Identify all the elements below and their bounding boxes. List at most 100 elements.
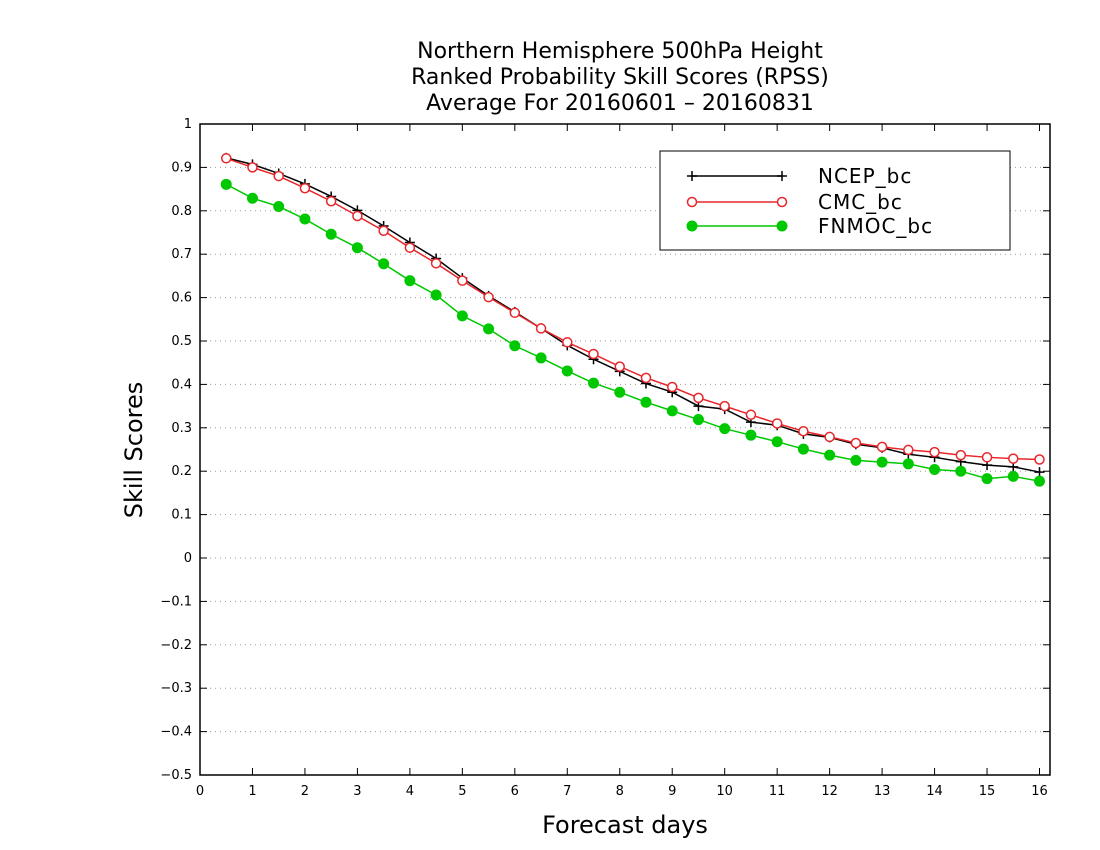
data-point [561,365,573,377]
title-line-2: Ranked Probability Skill Scores (RPSS) [411,65,829,90]
legend-marker [776,220,788,232]
data-point [666,405,678,417]
data-point [483,291,494,303]
data-point [824,431,835,443]
data-point [1034,454,1045,465]
data-point [430,258,442,269]
data-point [273,200,285,212]
legend-marker [687,171,697,181]
legend-box [659,150,1011,251]
legend-marker [686,220,698,232]
legend-label: FNMOC_bc [818,214,933,238]
plot-frame [199,123,1051,776]
x-tick-label: 14 [926,784,943,799]
legend-marker [777,171,787,181]
data-point [614,361,626,372]
x-tick-label: 9 [668,784,676,799]
data-point [929,463,941,475]
x-tick-label: 16 [1031,784,1048,799]
title-line-3: Average For 20160601 – 20160831 [426,91,814,116]
data-point [456,310,468,322]
y-tick-label: −0.2 [160,638,192,653]
data-point [719,400,730,412]
data-point [955,465,967,477]
y-tick-label: 0.7 [171,247,192,262]
data-point [457,275,468,286]
data-point [247,162,258,173]
x-tick-label: 8 [616,784,624,799]
legend-label: NCEP_bc [818,164,912,188]
x-tick-label: 13 [874,784,891,799]
data-point [588,377,600,389]
data-point [719,423,731,435]
y-tick-label: 0.3 [171,421,192,436]
x-tick-label: 10 [716,784,733,799]
series-cmc-bc [220,153,1045,465]
data-point [876,456,888,468]
x-tick-label: 2 [301,784,309,799]
x-tick-label: 12 [821,784,838,799]
data-point [955,449,967,461]
x-tick-label: 1 [248,784,256,799]
data-point [588,348,599,360]
data-point [614,386,626,398]
data-point [378,258,390,270]
data-point [1034,475,1046,487]
legend-label: CMC_bc [818,190,903,214]
data-point [745,409,757,421]
data-point [1008,453,1019,464]
data-point [824,449,836,461]
data-point [404,275,416,287]
legend-marker [686,196,698,208]
x-axis-ticks: 0 1 2 3 4 5 6 7 8 9 10 11 12 13 14 15 16 [196,124,1048,799]
y-axis-ticks: −0.5 −0.4 −0.3 −0.2 −0.1 0 0.1 0.2 0.3 0.4 0.5 0.6 0… [160,117,1050,783]
x-tick-label: 0 [196,784,204,799]
data-point [640,372,652,384]
title-line-1: Northern Hemisphere 500hPa Height [417,39,823,64]
chart-title: Northern Hemisphere 500hPa Height Ranked… [411,39,829,116]
y-tick-label: 1 [184,117,192,132]
data-point [273,170,284,182]
x-tick-label: 4 [406,784,414,799]
data-point [693,392,704,404]
data-point [981,452,993,463]
data-point [903,444,914,456]
data-point [876,441,888,453]
data-point [325,228,337,240]
series-layer [220,152,1046,487]
data-point [745,429,757,441]
data-point [929,446,940,458]
y-tick-label: −0.3 [160,681,192,696]
data-point [246,192,258,204]
data-point [902,458,914,470]
series-fnmoc-bc [220,178,1046,487]
y-tick-label: 0.5 [171,334,192,349]
data-point [771,436,783,448]
data-point [430,289,442,301]
data-point [692,414,704,426]
x-tick-label: 11 [769,784,786,799]
data-point [797,443,809,455]
data-point [220,153,232,164]
y-tick-label: 0.1 [171,508,192,523]
y-tick-label: 0.2 [171,464,192,479]
data-point [404,242,416,253]
x-tick-label: 15 [979,784,996,799]
data-point [509,307,521,319]
data-point [351,242,363,254]
data-point [509,340,521,352]
y-tick-label: 0.8 [171,204,192,219]
data-point [352,210,363,222]
legend-entry: CMC_bc [686,190,903,214]
data-point [1034,467,1045,478]
y-tick-label: −0.1 [160,594,192,609]
data-point [771,418,783,429]
y-tick-label: −0.5 [160,768,192,783]
data-point [850,454,862,466]
x-tick-label: 3 [353,784,361,799]
y-tick-label: 0.4 [171,377,192,392]
legend-entry: NCEP_bc [687,164,912,188]
y-tick-label: 0.9 [171,160,192,175]
